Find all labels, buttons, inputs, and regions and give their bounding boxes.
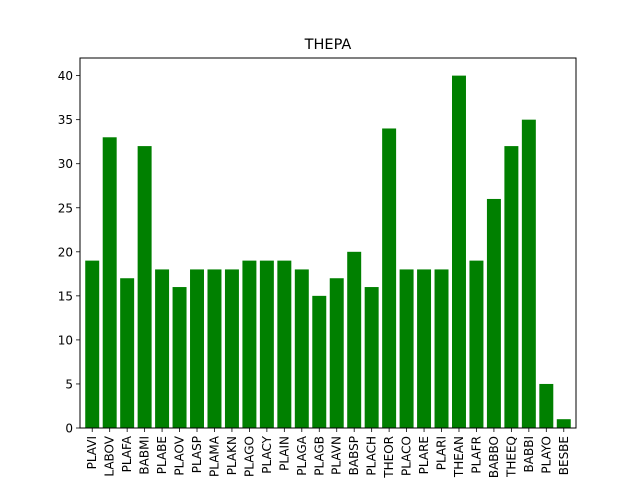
y-tick-label: 25 [58,201,73,215]
x-tick-label: BABBI [522,436,536,472]
bar-playo [539,383,554,428]
bar-plaga [294,269,309,428]
x-tick-label: PLAVI [85,436,99,469]
bar-theor [382,128,397,428]
x-tick-label: PLABE [155,436,169,474]
chart-title: THEPA [304,37,352,53]
bar-plabe [155,269,170,428]
x-tick-label: PLAYO [539,436,553,474]
x-tick-label: PLAVN [330,436,344,475]
y-tick-label: 5 [65,377,73,391]
x-axis: PLAVI LABOV PLAFA BABMI PLABE PLAOV PLASP PLAMA… [85,428,571,479]
bar-plaov [172,287,187,428]
bar-plago [242,260,257,428]
bar-placy [259,260,274,428]
bar-plavi [85,260,100,428]
bar-thean [452,75,466,428]
x-tick-label: PLAGB [312,436,326,476]
x-tick-label: PLASP [190,436,204,473]
x-tick-label: THEAN [452,436,466,478]
y-tick-label: 15 [58,289,73,303]
bar-theeq [504,146,519,428]
x-tick-label: PLAIN [277,436,291,471]
x-tick-label: PLAOV [173,435,187,475]
y-axis: 0 5 10 15 20 25 30 35 40 [58,69,80,436]
bar-plakn [224,269,239,428]
x-tick-label: BABSP [347,436,361,475]
bar-labov [102,137,117,429]
x-tick-label: PLARE [417,436,431,474]
bar-plain [277,260,292,428]
x-tick-label: PLACY [260,435,274,473]
y-tick-label: 40 [58,69,73,83]
x-tick-label: THEEQ [504,436,518,478]
x-tick-label: BESBE [557,436,571,475]
bar-plare [417,269,432,428]
x-tick-label: BABBO [487,436,501,478]
x-tick-label: PLAKN [225,436,239,475]
x-tick-label: PLAFR [469,436,483,474]
bar-babbo [486,198,501,428]
x-tick-label: THEOR [382,436,396,479]
y-tick-label: 0 [65,422,73,436]
bar-plasp [190,269,204,428]
y-tick-label: 20 [58,245,73,259]
x-tick-label: PLACO [400,436,414,476]
x-tick-label: PLAFA [120,435,134,472]
bar-placo [399,269,414,428]
x-tick-label: PLAMA [207,435,221,477]
y-tick-label: 30 [58,157,73,171]
x-tick-label: PLAGO [242,436,256,477]
x-tick-label: LABOV [103,435,117,476]
bar-plari [434,269,449,428]
bar-plavn [329,278,344,428]
bar-babbi [521,119,536,429]
bar-plafr [469,260,484,428]
x-tick-label: PLARI [435,436,449,470]
bars-group [85,75,571,429]
bar-babsp [347,251,362,428]
x-tick-label: PLAGA [295,435,309,475]
bar-babmi [137,146,152,428]
x-tick-label: PLACH [365,436,379,476]
y-tick-label: 10 [58,333,73,347]
plot-frame [79,57,577,429]
bar-plama [207,269,222,428]
y-tick-label: 35 [58,113,73,127]
bar-plafa [120,278,135,428]
bar-plagb [312,295,327,428]
bar-plach [364,287,379,428]
x-tick-label: BABMI [138,436,152,475]
bar-besbe [556,419,571,428]
